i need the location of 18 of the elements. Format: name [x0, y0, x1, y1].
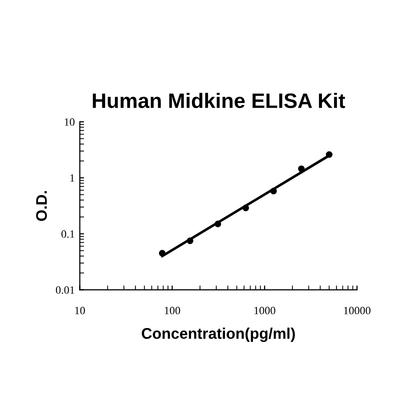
y-tick-label: 0.01 — [56, 286, 74, 294]
chart-title: Human Midkine ELISA Kit — [92, 92, 346, 108]
point — [298, 165, 305, 172]
point — [242, 204, 250, 212]
y-axis-title: O.D. — [36, 191, 47, 221]
x-tick-label: 100 — [164, 306, 180, 314]
y-tick-label: 0.1 — [61, 230, 74, 238]
x-tick-label: 1000 — [254, 306, 276, 314]
point — [158, 250, 166, 257]
point — [186, 238, 194, 244]
point — [326, 151, 332, 158]
y-tick-label: 10 — [64, 118, 75, 126]
y-tick-label: 1 — [70, 174, 74, 182]
x-tick-label: 10000 — [344, 306, 370, 314]
x-axis-title: Concentration(pg/ml) — [142, 328, 295, 342]
point — [270, 188, 277, 194]
x-tick-label: 10 — [75, 306, 85, 314]
point — [214, 220, 222, 228]
